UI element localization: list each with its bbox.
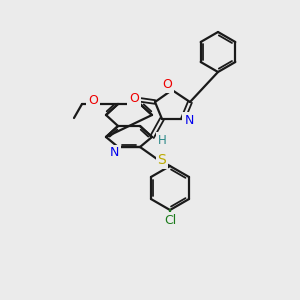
Text: N: N [109,146,119,160]
Text: S: S [158,153,166,167]
Text: N: N [184,113,194,127]
Text: Cl: Cl [164,214,176,226]
Text: O: O [129,92,139,106]
Text: O: O [162,79,172,92]
Text: O: O [88,94,98,107]
Text: H: H [158,134,166,146]
